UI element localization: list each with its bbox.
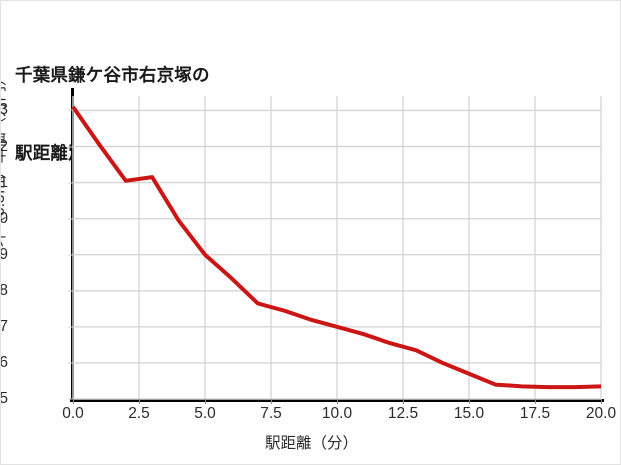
y-tick-label: 28 — [0, 281, 8, 299]
data-line-坪単価 — [71, 105, 602, 390]
x-tick-label: 12.5 — [387, 405, 419, 422]
gridlines — [72, 96, 602, 400]
y-tick-label: 31 — [0, 173, 8, 191]
x-axis-label: 駅距離（分） — [264, 435, 358, 452]
y-tick-label: 33 — [0, 101, 8, 119]
x-tick-mark — [469, 399, 470, 404]
x-tick-mark — [139, 399, 140, 404]
y-tick-label: 26 — [0, 353, 8, 371]
y-tick-label: 27 — [0, 317, 8, 335]
x-tick-label: 20.0 — [585, 405, 617, 422]
y-tick-mark — [68, 146, 73, 147]
plot-area — [68, 88, 604, 404]
y-tick-label: 32 — [0, 137, 8, 155]
y-tick-mark — [68, 109, 73, 111]
x-tick-label: 5.0 — [194, 405, 216, 422]
y-tick-mark — [68, 218, 73, 220]
x-tick-label: 7.5 — [260, 405, 282, 422]
chart-title-line-1: 千葉県鎌ケ谷市右京塚の — [15, 65, 210, 85]
y-tick-mark — [68, 254, 73, 256]
x-tick-label: 10.0 — [321, 405, 353, 422]
x-tick-label: 17.5 — [519, 405, 551, 422]
x-tick-mark — [403, 399, 404, 404]
x-tick-label: 0.0 — [62, 405, 84, 422]
y-tick-mark — [68, 326, 73, 328]
x-tick-mark — [73, 399, 74, 404]
x-tick-label: 15.0 — [453, 405, 485, 422]
x-tick-mark — [271, 399, 272, 404]
y-tick-mark — [68, 182, 73, 184]
y-tick-mark — [68, 362, 73, 364]
x-tick-mark — [337, 399, 338, 404]
data-series-layer — [71, 105, 602, 390]
y-tick-mark — [68, 290, 73, 292]
x-tick-mark — [205, 399, 206, 404]
y-tick-mark — [68, 398, 73, 400]
x-tick-label: 2.5 — [128, 405, 150, 422]
x-tick-mark — [535, 399, 536, 404]
x-tick-mark — [601, 399, 602, 404]
y-tick-label: 25 — [0, 390, 8, 407]
y-tick-label: 30 — [0, 209, 8, 227]
y-tick-label: 29 — [0, 245, 8, 263]
